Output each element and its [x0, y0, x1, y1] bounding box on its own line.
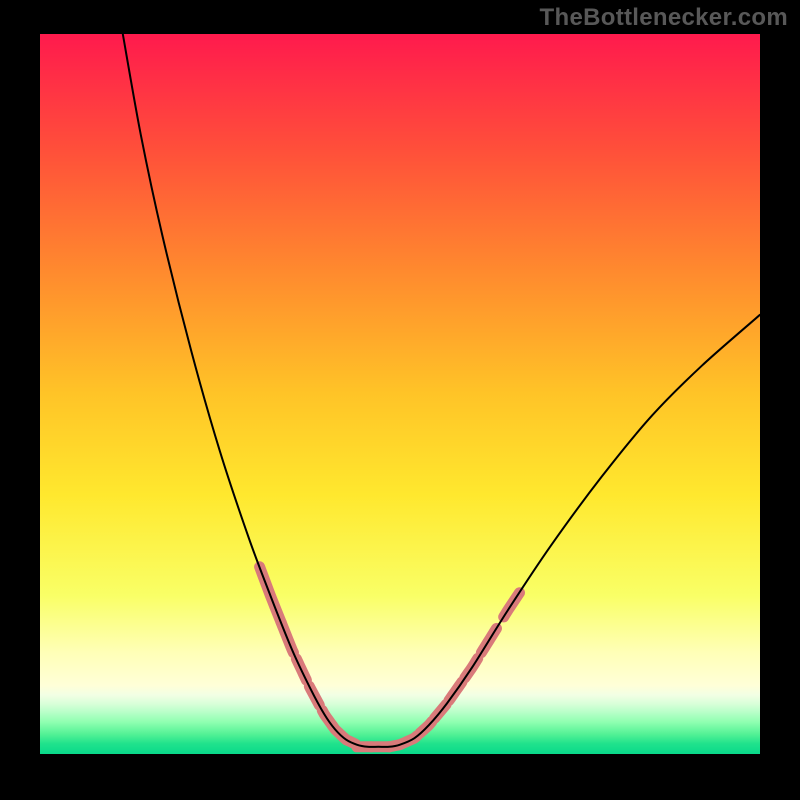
watermark-text: TheBottlenecker.com: [540, 4, 788, 32]
bottleneck-curve: [123, 34, 760, 747]
chart-container: TheBottlenecker.com: [0, 0, 800, 800]
curve-overlay: [0, 0, 800, 800]
